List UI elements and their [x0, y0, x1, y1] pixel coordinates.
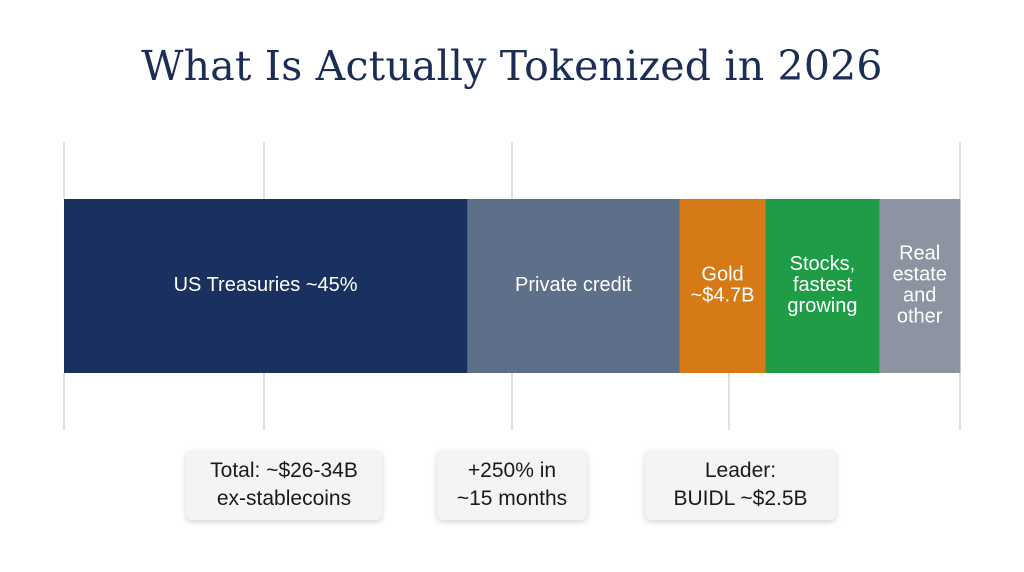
bar-segment — [679, 199, 767, 373]
bar-segment — [467, 199, 681, 373]
bar-labels: US Treasuries ~45% Private credit Gold ~$4.… — [174, 243, 947, 328]
bar-label: Private credit — [515, 274, 632, 296]
bar-segment — [879, 199, 961, 373]
bar-label: Gold ~$4.7B — [691, 264, 755, 307]
grid-lines-top — [63, 142, 961, 199]
callout-leader-text: Leader: BUIDL ~$2.5B — [673, 459, 808, 510]
bar-label: US Treasuries ~45% — [174, 274, 358, 296]
callout-leader: Leader: BUIDL ~$2.5B — [645, 450, 836, 520]
bar-segment — [64, 199, 468, 373]
callout-total-text: Total: ~$26-34B ex-stablecoins — [210, 459, 358, 510]
callout-growth-text: +250% in ~15 months — [456, 459, 568, 510]
grid-lines-bottom — [63, 373, 961, 430]
callout-total: Total: ~$26-34B ex-stablecoins — [186, 450, 382, 520]
chart-title: What Is Actually Tokenized in 2026 — [141, 42, 883, 90]
bar-segments — [64, 199, 961, 373]
callout-growth: +250% in ~15 months — [437, 450, 587, 520]
bar-label: Real estate and other — [892, 243, 946, 328]
bar-segment — [765, 199, 880, 373]
bar-label: Stocks, fastest growing — [787, 253, 857, 317]
